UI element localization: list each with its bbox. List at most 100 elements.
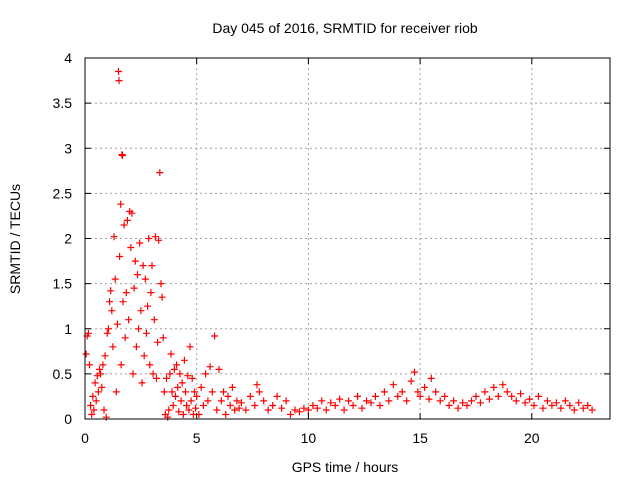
data-point [168,388,176,396]
data-point [128,209,136,217]
data-point [213,406,221,414]
data-point [416,392,424,400]
data-point [137,307,145,315]
data-point [331,402,339,409]
data-point [185,406,193,414]
data-point [140,352,148,360]
data-point [175,408,183,416]
data-point [233,397,241,405]
data-point [92,397,100,405]
data-point [123,216,131,224]
x-tick-label: 10 [301,430,317,446]
data-point [156,169,164,177]
data-point [119,152,126,159]
data-point [445,402,453,409]
data-point [463,402,471,409]
data-point [160,388,168,396]
data-point [403,397,411,405]
data-point [398,388,406,396]
y-tick-label: 3.5 [53,95,73,111]
data-point [251,402,259,409]
data-point [109,343,117,351]
data-point [407,377,415,385]
y-tick-label: 0 [64,411,72,427]
y-tick-label: 1.5 [53,276,73,292]
data-point [211,332,219,340]
data-point [141,275,149,283]
data-point [421,383,429,391]
data-point [90,406,98,414]
data-point [584,402,592,409]
data-point [173,361,181,369]
data-point [158,293,166,301]
data-point [188,374,196,382]
data-point [119,298,127,306]
data-point [575,399,583,407]
data-point [588,406,596,414]
data-point [385,397,393,405]
data-point [116,253,124,260]
data-point [526,395,534,403]
data-point [121,334,129,342]
data-point [349,402,357,409]
data-point [130,284,138,292]
data-point [450,397,458,405]
data-point [485,395,493,403]
data-point [535,392,542,400]
data-point [228,383,236,391]
data-point [145,235,153,242]
data-point [499,381,507,389]
data-point [134,271,141,279]
data-point [102,413,110,421]
data-point [167,350,175,358]
data-point [503,388,511,396]
data-point [187,397,195,405]
data-point [336,395,344,403]
data-point [147,289,155,297]
data-point [345,397,353,405]
data-point [436,397,444,405]
data-point [579,404,587,412]
data-point [142,329,150,337]
data-point [517,390,525,398]
data-point [291,406,299,414]
data-point [231,406,239,414]
data-point [490,383,498,391]
data-point [159,334,167,342]
data-point [389,381,397,389]
data-point [318,397,326,405]
data-point [180,356,188,364]
data-point [94,388,102,396]
data-point [260,397,268,405]
data-point [163,374,170,382]
data-point [264,406,272,414]
data-point [99,361,107,369]
data-point [101,352,109,360]
data-point [132,343,140,351]
data-point [273,392,281,400]
data-point [153,374,160,382]
data-point [521,399,529,407]
data-point [169,402,177,409]
data-point [199,402,207,409]
data-point [192,404,200,412]
data-point [206,363,214,371]
data-point [127,244,135,251]
data-point [539,404,547,412]
data-point [552,399,560,407]
data-point [144,302,152,310]
data-point [278,404,286,412]
data-point [112,388,120,396]
y-tick-label: 2 [64,231,72,247]
data-point [184,372,192,380]
data-point [468,397,475,405]
x-axis-label: GPS time / hours [292,459,399,475]
data-point [296,408,303,416]
data-point [226,402,234,409]
data-point [548,402,556,409]
data-point [472,392,480,400]
data-point [82,350,90,358]
data-point [179,411,187,418]
